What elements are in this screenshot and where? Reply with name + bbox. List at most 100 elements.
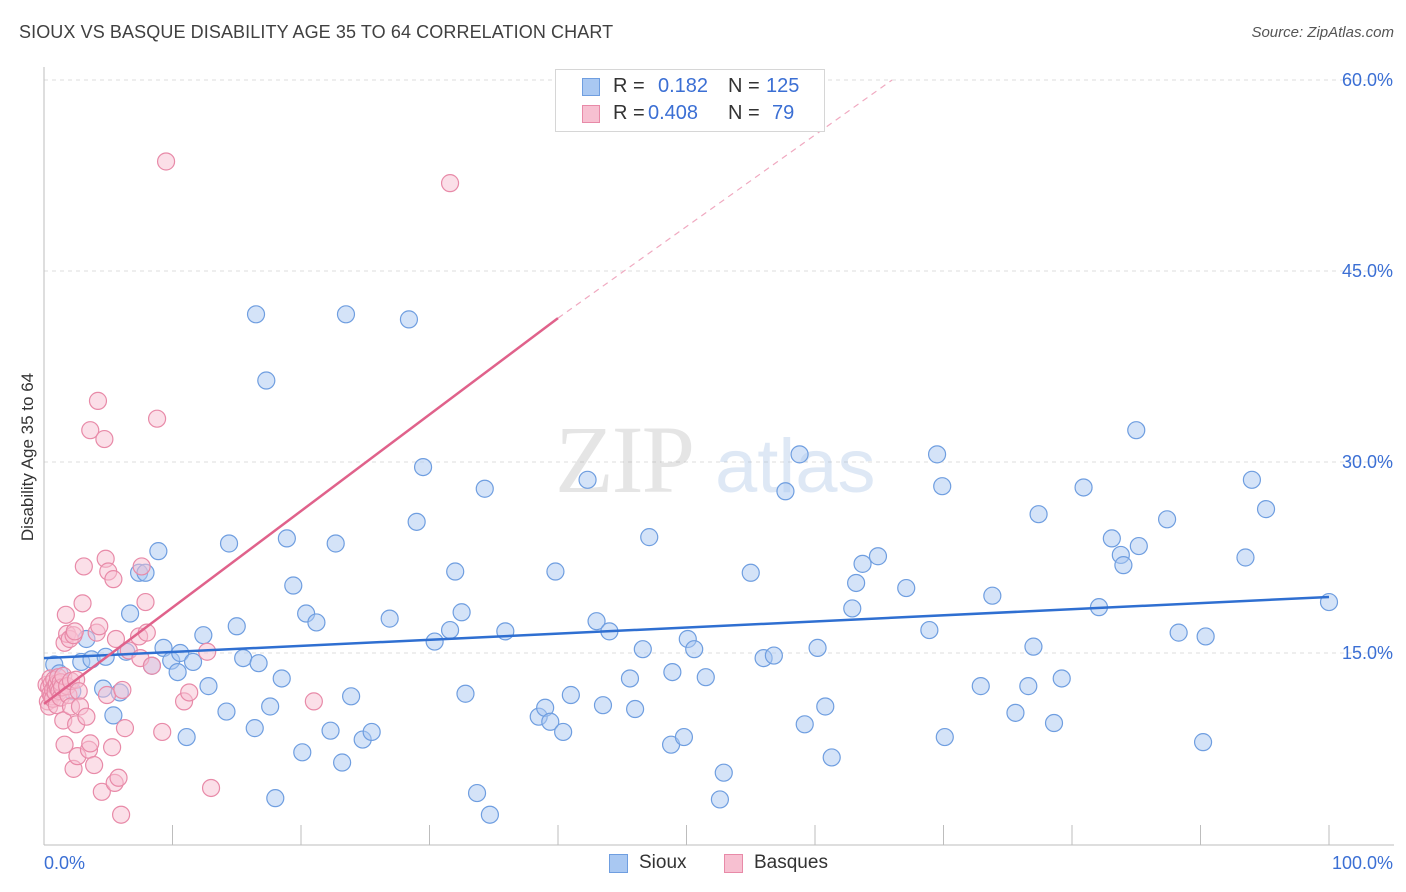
sioux-point: [1195, 734, 1212, 751]
sioux-point: [1007, 704, 1024, 721]
sioux-point: [218, 703, 235, 720]
sioux-point: [408, 513, 425, 530]
sioux-point: [1130, 538, 1147, 555]
basques-point: [78, 708, 95, 725]
bottom-legend-label: Sioux: [639, 852, 687, 874]
sioux-point: [547, 563, 564, 580]
legend-n-value: 125: [766, 75, 799, 98]
basques-point: [114, 681, 131, 698]
sioux-point: [634, 641, 651, 658]
legend-r-value: 0.182: [658, 75, 708, 98]
basques-point: [89, 392, 106, 409]
sioux-point: [447, 563, 464, 580]
basques-point: [305, 693, 322, 710]
sioux-point: [426, 633, 443, 650]
sioux-point: [742, 564, 759, 581]
sioux-point: [844, 600, 861, 617]
basques-point: [70, 683, 87, 700]
sioux-point: [150, 543, 167, 560]
sioux-point: [178, 729, 195, 746]
sioux-point: [715, 764, 732, 781]
bottom-legend-swatch-basques: [724, 854, 743, 873]
sioux-point: [308, 614, 325, 631]
sioux-point: [777, 483, 794, 500]
sioux-point: [469, 785, 486, 802]
sioux-point: [562, 687, 579, 704]
sioux-point: [1030, 506, 1047, 523]
sioux-point: [1053, 670, 1070, 687]
sioux-point: [169, 664, 186, 681]
sioux-point: [686, 641, 703, 658]
bottom-legend-swatch-sioux: [609, 854, 628, 873]
sioux-point: [185, 653, 202, 670]
sioux-point: [1128, 422, 1145, 439]
sioux-point: [415, 459, 432, 476]
sioux-point: [457, 685, 474, 702]
sioux-point: [400, 311, 417, 328]
basques-point: [86, 757, 103, 774]
sioux-point: [627, 701, 644, 718]
basques-point: [66, 623, 83, 640]
watermark-atlas: atlas: [715, 424, 876, 509]
sioux-point: [453, 604, 470, 621]
watermark-zip: ZIP: [555, 406, 693, 513]
y-tick-label: 15.0%: [1342, 643, 1393, 663]
sioux-points: [46, 306, 1338, 823]
sioux-point: [641, 529, 658, 546]
basques-point: [98, 687, 115, 704]
sioux-point: [1046, 715, 1063, 732]
x-tick-label-min: 0.0%: [44, 853, 85, 873]
sioux-point: [1025, 638, 1042, 655]
grid-lines: [44, 80, 1394, 653]
sioux-point: [248, 306, 265, 323]
legend-r-value: 0.408: [648, 102, 698, 125]
sioux-point: [1075, 479, 1092, 496]
sioux-point: [228, 618, 245, 635]
sioux-point: [555, 723, 572, 740]
sioux-point: [929, 446, 946, 463]
sioux-point: [809, 639, 826, 656]
sioux-point: [363, 723, 380, 740]
sioux-point: [343, 688, 360, 705]
sioux-point: [869, 548, 886, 565]
sioux-point: [337, 306, 354, 323]
legend-n-label: N =: [728, 102, 760, 125]
basques-point: [181, 684, 198, 701]
sioux-point: [1243, 471, 1260, 488]
sioux-point: [294, 744, 311, 761]
sioux-point: [823, 749, 840, 766]
sioux-point: [1170, 624, 1187, 641]
sioux-point: [273, 670, 290, 687]
legend-swatch-sioux: [582, 78, 600, 96]
sioux-point: [898, 580, 915, 597]
sioux-point: [1020, 678, 1037, 695]
basques-point: [91, 618, 108, 635]
sioux-point: [936, 729, 953, 746]
sioux-point: [262, 698, 279, 715]
y-axis-label: Disability Age 35 to 64: [18, 373, 38, 541]
basques-point: [203, 779, 220, 796]
sioux-point: [817, 698, 834, 715]
basques-point: [110, 769, 127, 786]
sioux-point: [195, 627, 212, 644]
sioux-point: [791, 446, 808, 463]
basques-point: [133, 558, 150, 575]
scatter-chart: ZIP atlas 15.0%30.0%45.0%60.0%0.0% 100.0%: [0, 0, 1406, 892]
sioux-point: [1159, 511, 1176, 528]
basques-point: [74, 595, 91, 612]
legend-n-label: N =: [728, 75, 760, 98]
sioux-point: [621, 670, 638, 687]
sioux-point: [235, 650, 252, 667]
basques-point: [149, 410, 166, 427]
sioux-point: [476, 480, 493, 497]
sioux-point: [711, 791, 728, 808]
basques-point: [82, 735, 99, 752]
sioux-point: [221, 535, 238, 552]
basques-point: [96, 431, 113, 448]
basques-point: [57, 606, 74, 623]
sioux-point: [1197, 628, 1214, 645]
basques-point: [143, 657, 160, 674]
sioux-point: [481, 806, 498, 823]
sioux-point: [579, 471, 596, 488]
sioux-point: [442, 622, 459, 639]
